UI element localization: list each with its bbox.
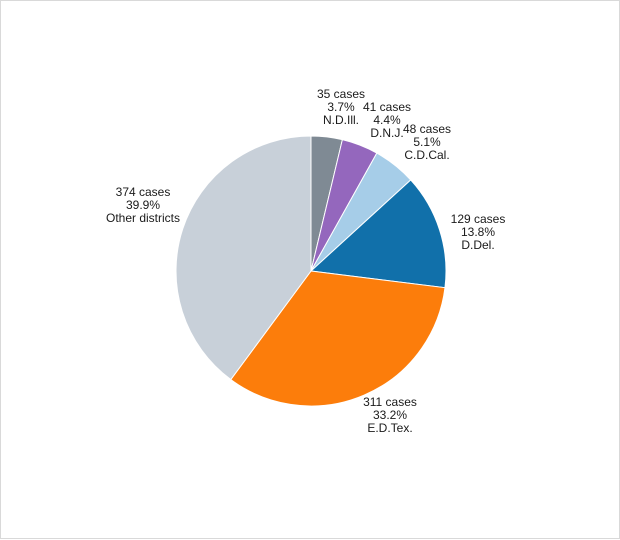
slice-label: 41 cases 4.4% D.N.J.: [363, 100, 411, 140]
slice-name-label: D.Del.: [461, 238, 494, 252]
slice-percent-label: 3.7%: [327, 100, 355, 114]
pie-slice-e-d-tex: [230, 270, 446, 407]
slice-percent-label: 39.9%: [126, 198, 160, 212]
slice-name-label: Other districts: [106, 211, 180, 225]
slice-name-label: D.N.J.: [370, 126, 403, 140]
slice-label: 374 cases 39.9% Other districts: [106, 185, 180, 225]
slice-percent-label: 33.2%: [373, 408, 407, 422]
slice-percent-label: 5.1%: [413, 135, 441, 149]
slice-label: 35 cases 3.7% N.D.Ill.: [317, 87, 365, 127]
pie-slice-d-del: [309, 179, 447, 289]
slice-cases-label: 48 cases: [403, 122, 451, 136]
slice-label: 311 cases 33.2% E.D.Tex.: [363, 395, 417, 435]
pie-labels: 35 cases 3.7% N.D.Ill.41 cases 4.4% D.N.J. 48…: [106, 87, 505, 435]
slice-name-label: N.D.Ill.: [323, 113, 359, 127]
slice-cases-label: 311 cases: [363, 395, 417, 409]
slice-label: 48 cases 5.1% C.D.Cal.: [403, 122, 451, 162]
slice-label: 129 cases 13.8% D.Del.: [451, 212, 506, 252]
slice-cases-label: 35 cases: [317, 87, 365, 101]
slice-cases-label: 41 cases: [363, 100, 411, 114]
pie-slice-other-districts: [175, 135, 312, 381]
slice-name-label: C.D.Cal.: [404, 148, 449, 162]
slice-cases-label: 129 cases: [451, 212, 506, 226]
pie-slices: [175, 135, 447, 407]
slice-name-label: E.D.Tex.: [367, 421, 412, 435]
slice-percent-label: 13.8%: [461, 225, 495, 239]
slice-percent-label: 4.4%: [373, 113, 401, 127]
slice-cases-label: 374 cases: [116, 185, 171, 199]
